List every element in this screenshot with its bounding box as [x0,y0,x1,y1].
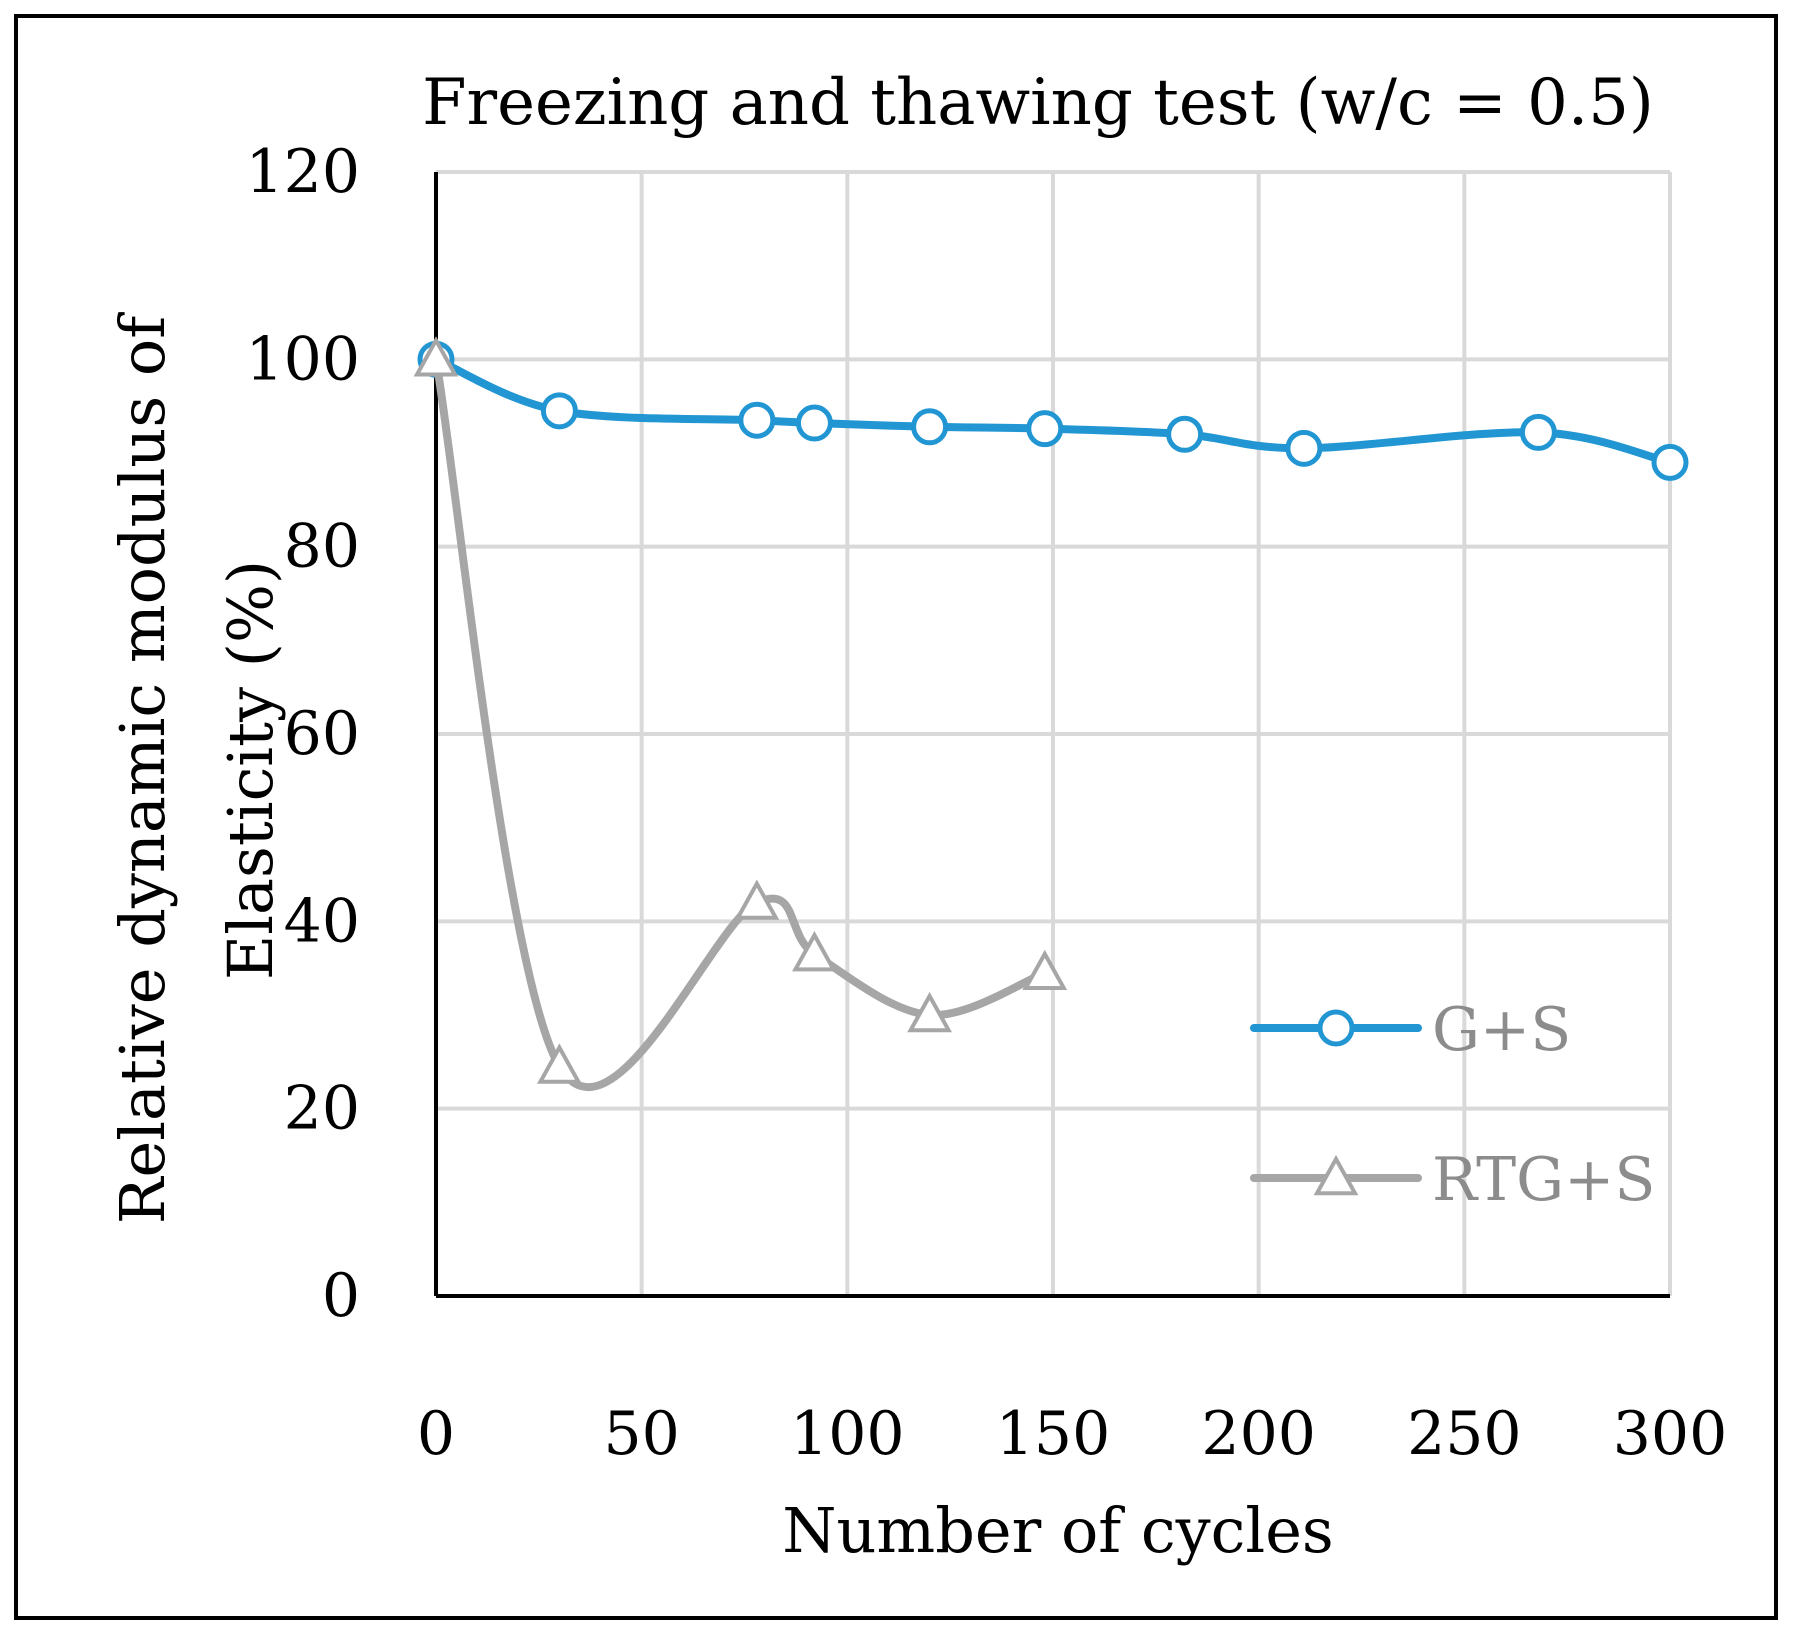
x-axis-label: Number of cycles [782,1494,1334,1567]
data-point-g-s-4 [911,408,949,446]
series-lines [413,336,1689,1091]
y-tick-label-60: 60 [284,699,360,769]
legend-marker-g-s [1317,1009,1355,1047]
y-tick-label-20: 20 [284,1074,360,1144]
y-tick-label-100: 100 [245,324,360,394]
x-tick-label-50: 50 [603,1399,679,1469]
x-tick-label-150: 150 [996,1399,1111,1469]
data-point-rtg-s-2 [734,879,780,920]
x-tick-label-200: 200 [1201,1399,1316,1469]
x-tick-label-100: 100 [790,1399,905,1469]
data-point-g-s-6 [1166,415,1204,453]
legend-label-g-s: G+S [1432,995,1571,1065]
legend-marker-rtg-s [1313,1154,1359,1196]
data-point-g-s-5 [1026,410,1064,448]
data-point-rtg-s-0 [413,336,459,377]
y-tick-label-80: 80 [284,512,360,582]
x-tick-label-250: 250 [1407,1399,1522,1469]
tick-labels: 0 20 40 60 80 100 120 0 50 100 150 200 250 300 [245,137,1727,1469]
grid-lines [436,170,1672,1296]
series-g-s [417,340,1689,481]
data-point-g-s-9 [1651,443,1689,481]
line-chart: 0 20 40 60 80 100 120 0 50 100 150 200 250 300 G+S RTG… [106,66,1727,1567]
x-tick-label-0: 0 [417,1399,455,1469]
y-axis-label: Relative dynamic modulus of Elasticity (… [106,312,287,1224]
data-point-g-s-3 [795,404,833,442]
legend-item-g-s: G+S [1250,995,1571,1065]
series-line-rtg-s [432,355,1049,1091]
legend-label-rtg-s: RTG+S [1432,1145,1655,1215]
y-axis-label-line1: Relative dynamic modulus of [106,312,179,1224]
data-point-rtg-s-1 [537,1043,582,1084]
x-tick-label-300: 300 [1613,1399,1728,1469]
y-tick-label-120: 120 [245,137,360,207]
data-point-g-s-1 [540,392,578,430]
series-line-g-s [432,355,1674,467]
data-point-rtg-s-5 [1022,949,1068,991]
data-point-g-s-2 [738,401,776,439]
legend-item-rtg-s: RTG+S [1250,1145,1655,1215]
data-point-g-s-7 [1285,429,1323,467]
chart-title: Freezing and thawing test (w/c = 0.5) [422,66,1654,140]
data-point-rtg-s-3 [792,930,837,972]
y-axis-label-line2: Elasticity (%) [214,560,287,980]
data-point-rtg-s-4 [907,991,952,1033]
series-rtg-s [413,336,1068,1091]
legend: G+S RTG+S [1250,995,1655,1215]
chart-frame: 0 20 40 60 80 100 120 0 50 100 150 200 250 300 G+S RTG… [14,14,1778,1620]
data-point-g-s-8 [1519,413,1557,451]
y-tick-label-40: 40 [284,886,360,956]
y-tick-label-0: 0 [322,1261,360,1331]
